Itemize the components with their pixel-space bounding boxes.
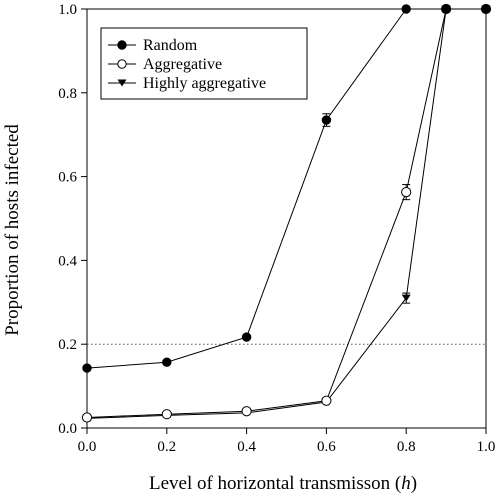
x-tick-label: 0.0 [78,439,97,455]
y-tick-label: 0.6 [58,170,77,186]
y-tick-label: 0.2 [58,337,77,353]
x-tick-label: 0.4 [237,439,256,455]
y-tick-label: 0.0 [58,421,77,437]
point-random [441,4,451,14]
point-random [162,357,172,367]
point-aggregative [241,406,252,417]
plot-area [86,8,487,429]
legend-label-random: Random [143,37,198,54]
x-tick-label: 0.8 [397,439,416,455]
y-tick-label: 0.4 [58,253,77,269]
point-random [321,115,332,125]
point-random [401,4,411,14]
y-tick-label: 1.0 [58,2,77,18]
point-aggregative [161,409,172,420]
legend-marker-random [117,40,127,50]
point-random [82,363,92,373]
x-tick-label: 1.0 [477,439,496,455]
legend-label-highly-aggregative: Highly aggregative [143,75,266,92]
point-random [481,4,491,14]
legend-item-aggregative: Aggregative [108,56,222,73]
legend: Random Aggregative Highly aggregative [100,27,308,100]
point-aggregative [81,412,93,423]
point-aggregative [321,395,332,406]
x-tick-label: 0.2 [157,439,176,455]
series-layer [81,3,492,423]
y-axis-title: Proportion of hosts infected [2,124,23,336]
legend-item-random: Random [108,37,198,54]
legend-label-aggregative: Aggregative [143,56,222,73]
x-axis-title-close: ) [411,473,417,494]
point-highly-aggregative [401,294,411,302]
x-tick-label: 0.6 [317,439,336,455]
point-random [241,332,252,342]
legend-item-highly-aggregative: Highly aggregative [108,75,266,92]
x-axis-title-variable: h [401,473,411,494]
legend-marker-highly-aggregative [117,79,127,87]
x-axis-title-text: Level of horizontal transmisson ( [149,473,401,494]
axis-ticks: 0.0 0.2 0.4 0.6 0.8 1.0 0.0 0.2 0.4 0.6 0.8 1.0 [58,2,495,455]
x-axis-title: Level of horizontal transmisson (h) [149,473,417,494]
legend-marker-aggregative [117,59,127,69]
y-tick-label: 0.8 [58,86,77,102]
point-aggregative [401,187,412,198]
